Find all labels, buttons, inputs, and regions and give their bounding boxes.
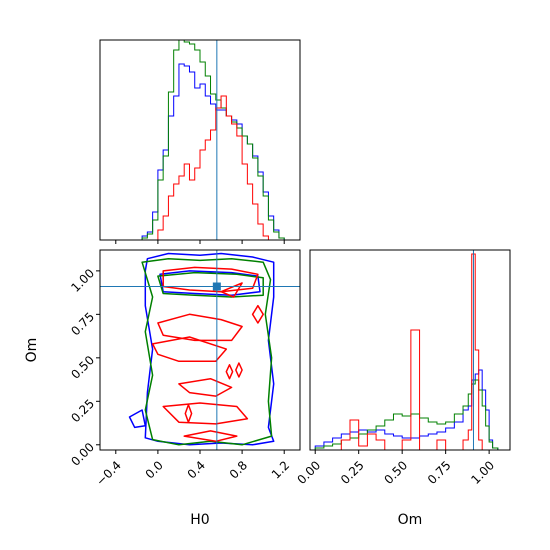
contour-red-10: [251, 304, 264, 324]
hist-series-green: [121, 40, 290, 240]
x-tick-label: 0.75: [425, 458, 454, 487]
y-tick-label: 0.50: [68, 353, 97, 382]
contour-red-0: [162, 266, 259, 293]
hist-series-red: [315, 253, 498, 450]
contour-red-7: [184, 404, 193, 423]
plot-area: [121, 40, 290, 240]
plot-area: [314, 250, 499, 450]
plot-area: [100, 250, 300, 450]
x-tick-label: 0.0: [143, 458, 166, 481]
panel-hist-H0: [99, 39, 301, 244]
contour-red-2: [157, 313, 243, 342]
x-tick-label: 0.4: [185, 458, 208, 481]
contour-blue-1: [128, 409, 147, 429]
contour-green-1: [157, 271, 264, 298]
panel-frame: [99, 39, 301, 241]
contour-red-3: [151, 336, 228, 363]
panel-hist-Om: 0.00 0.25 0.50 0.75 1.00 Om: [294, 249, 511, 528]
contour-red-1: [220, 282, 243, 298]
y-tick-label: 0.00: [68, 440, 97, 469]
contour-red-4: [178, 377, 233, 397]
x-tick-label: −0.4: [93, 458, 124, 489]
x-axis-label: Om: [398, 512, 423, 528]
x-tick-label: 0.50: [381, 458, 410, 487]
y-tick-label: 0.25: [68, 396, 97, 425]
x-tick-label: 1.00: [468, 458, 497, 487]
y-tick-label: 1.00: [68, 266, 97, 295]
contour-red-6: [183, 430, 238, 443]
y-tick-label: 0.75: [68, 310, 97, 339]
hist-series-blue: [314, 369, 499, 450]
x-tick-label: 0.8: [227, 458, 250, 481]
hist-series-red: [121, 95, 290, 240]
hist-series-blue: [121, 63, 290, 240]
panel-contour-H0-Om: −0.4 0.0 0.4 0.8 1.2 0.00 0.25 0.50 0.75 1.00 H0 Om: [24, 249, 301, 528]
x-tick-label: 1.2: [269, 458, 292, 481]
contour-blue-2: [159, 270, 261, 296]
contour-red-5: [162, 402, 249, 425]
truth-marker: [212, 282, 221, 291]
x-axis-label: H0: [190, 512, 209, 528]
x-tick-label: 0.00: [294, 458, 323, 487]
contour-green-0: [141, 257, 273, 446]
x-tick-label: 0.25: [338, 458, 367, 487]
panel-frame: [309, 249, 511, 451]
y-axis-label: Om: [24, 338, 40, 363]
contour-red-8: [225, 364, 234, 380]
contour-red-9: [235, 362, 243, 378]
